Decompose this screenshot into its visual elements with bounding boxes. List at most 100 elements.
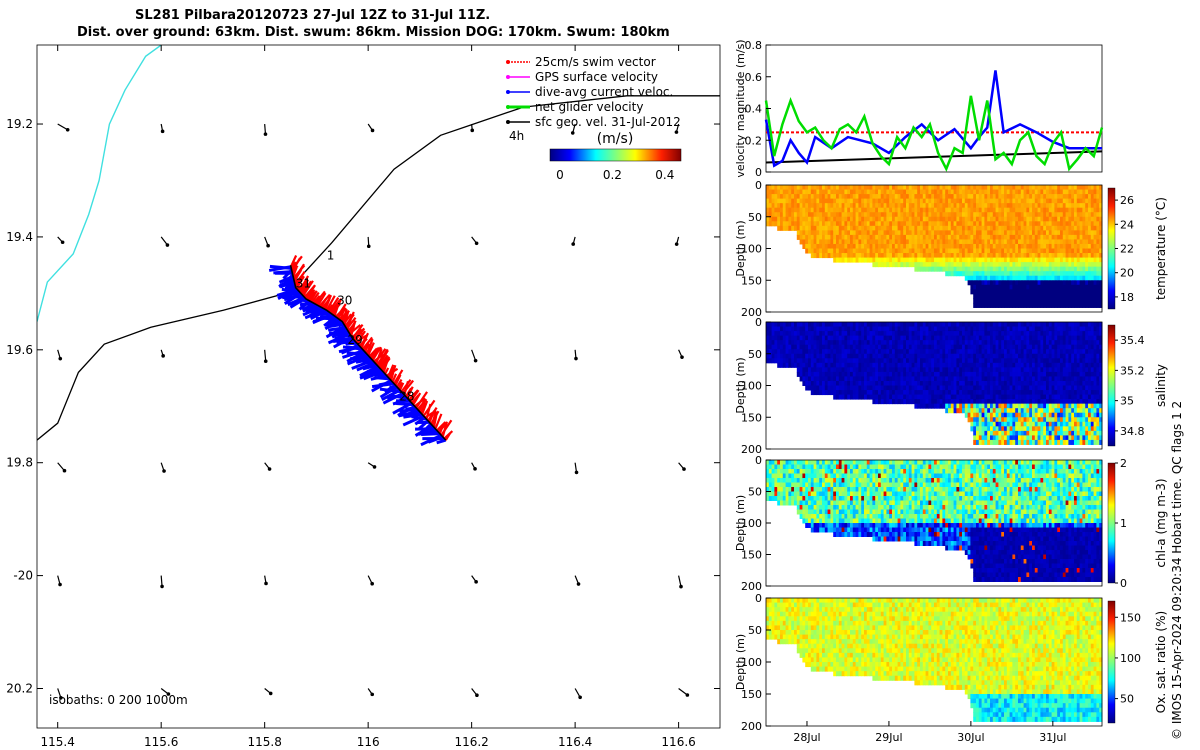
- section-cell: [1015, 421, 1019, 427]
- section-cell: [858, 203, 862, 209]
- section-cell: [903, 385, 907, 391]
- section-cell: [892, 207, 896, 213]
- section-cell: [864, 376, 868, 382]
- section-cell: [1006, 198, 1011, 204]
- section-cell: [992, 344, 997, 350]
- section-cell: [970, 344, 974, 350]
- section-cell: [1001, 399, 1005, 405]
- section-cell: [917, 189, 921, 195]
- section-cell: [911, 353, 915, 359]
- section-cell: [869, 394, 873, 400]
- section-cell: [987, 426, 991, 432]
- section-cell: [931, 194, 935, 200]
- section-cell: [847, 234, 851, 240]
- section-cell: [953, 216, 957, 222]
- section-cell: [780, 185, 784, 191]
- section-cell: [1074, 289, 1078, 295]
- section-cell: [931, 189, 935, 195]
- section-cell: [822, 194, 826, 200]
- section-cell: [1037, 293, 1041, 299]
- section-cell: [973, 271, 977, 277]
- section-cell: [967, 412, 971, 418]
- section-cell: [1074, 234, 1078, 240]
- section-cell: [1060, 212, 1064, 218]
- section-cell: [1062, 289, 1067, 295]
- section-cell: [855, 358, 859, 364]
- section-cell: [830, 322, 834, 328]
- section-cell: [816, 322, 820, 328]
- section-cell: [864, 326, 868, 332]
- section-cell: [841, 344, 845, 350]
- section-cell: [987, 243, 991, 249]
- section-cell: [864, 322, 868, 328]
- section-cell: [1071, 302, 1075, 308]
- section-cell: [833, 349, 837, 355]
- section-cell: [836, 253, 840, 259]
- section-cell: [844, 394, 848, 400]
- section-cell: [925, 326, 929, 332]
- section-cell: [878, 253, 882, 259]
- section-cell: [858, 230, 862, 236]
- section-cell: [861, 212, 865, 218]
- section-cell: [878, 376, 882, 382]
- section-cell: [911, 322, 915, 328]
- section-cell: [794, 358, 798, 364]
- section-cell: [1020, 203, 1025, 209]
- section-cell: [791, 322, 795, 328]
- section-cell: [998, 380, 1002, 386]
- section-cell: [1020, 376, 1025, 382]
- current-vector: [268, 265, 292, 272]
- section-cell: [1054, 271, 1058, 277]
- section-cell: [833, 203, 837, 209]
- section-cell: [931, 353, 935, 359]
- section-cell: [1062, 185, 1067, 191]
- section-cell: [973, 253, 977, 259]
- section-cell: [936, 371, 941, 377]
- section-cell: [939, 380, 943, 386]
- section-cell: [984, 266, 988, 272]
- section-cell: [925, 385, 929, 391]
- section-cell: [1046, 243, 1050, 249]
- section-cell: [861, 243, 865, 249]
- section-cell: [774, 331, 778, 337]
- section-cell: [771, 358, 775, 364]
- section-cell: [880, 207, 885, 213]
- section-cell: [897, 230, 901, 236]
- section-cell: [822, 253, 826, 259]
- section-cell: [1012, 417, 1016, 423]
- sfc-vector-head: [62, 468, 67, 473]
- section-cell: [908, 243, 913, 249]
- section-cell: [984, 271, 988, 277]
- section-cell: [922, 221, 927, 227]
- section-cell: [970, 243, 974, 249]
- section-cell: [959, 353, 963, 359]
- section-cell: [1004, 344, 1008, 350]
- section-cell: [1020, 221, 1025, 227]
- section-cell: [768, 203, 773, 209]
- section-cell: [908, 353, 913, 359]
- section-cell: [987, 358, 991, 364]
- section-cell: [1088, 293, 1092, 299]
- section-cell: [1076, 207, 1081, 213]
- section-cell: [1099, 284, 1103, 290]
- section-cell: [928, 385, 932, 391]
- section-cell: [1015, 358, 1019, 364]
- section-cell: [950, 367, 955, 373]
- section-cell: [838, 212, 843, 218]
- section-cell: [1048, 243, 1053, 249]
- section-cell: [1057, 221, 1061, 227]
- section-cell: [948, 207, 952, 213]
- section-cell: [1032, 289, 1036, 295]
- section-cell: [1018, 203, 1022, 209]
- section-cell: [1029, 230, 1033, 236]
- section-cell: [962, 403, 966, 409]
- section-cell: [1076, 230, 1081, 236]
- section-cell: [1074, 194, 1078, 200]
- section-cell: [984, 417, 988, 423]
- section-cell: [967, 266, 971, 272]
- section-cell: [1018, 394, 1022, 400]
- section-cell: [908, 185, 913, 191]
- section-cell: [1065, 253, 1069, 259]
- section-cell: [777, 198, 781, 204]
- section-cell: [810, 203, 815, 209]
